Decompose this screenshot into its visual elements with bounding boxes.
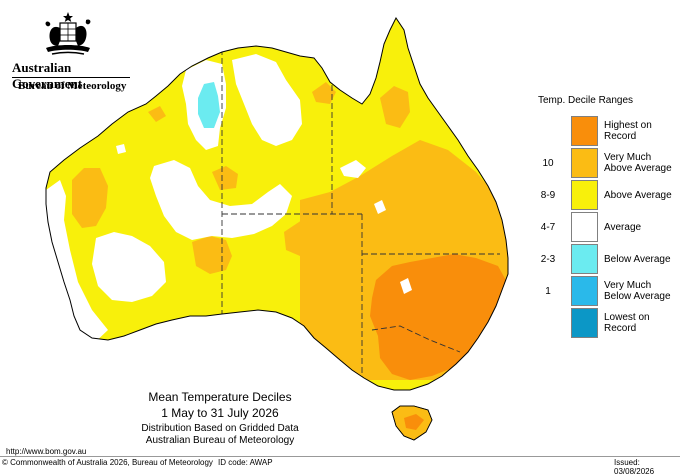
legend-code xyxy=(530,306,566,340)
legend-item-very-much-below: 1 Very Much Below Average xyxy=(530,274,680,308)
legend-label: Highest on Record xyxy=(604,120,652,142)
legend-label: Lowest on Record xyxy=(604,312,650,334)
legend-label: Very Much Above Average xyxy=(604,152,672,174)
legend-item-lowest: Lowest on Record xyxy=(530,306,680,340)
website-url[interactable]: http://www.bom.gov.au xyxy=(6,447,87,456)
legend-label: Below Average xyxy=(604,253,671,265)
footer-divider xyxy=(0,456,680,457)
copyright-text: © Commonwealth of Australia 2026, Bureau… xyxy=(2,458,213,467)
legend-swatch xyxy=(571,148,598,178)
map-source: Australian Bureau of Meteorology xyxy=(145,435,295,446)
legend-title: Temp. Decile Ranges xyxy=(538,95,634,106)
map-title: Mean Temperature Deciles xyxy=(148,390,292,404)
legend-label: Very Much Below Average xyxy=(604,280,671,302)
coat-of-arms-icon xyxy=(45,12,91,55)
legend-swatch xyxy=(571,212,598,242)
legend-item-average: 4-7 Average xyxy=(530,210,680,244)
legend-code: 1 xyxy=(545,285,551,297)
issued-date: Issued: 03/08/2026 xyxy=(614,458,655,476)
legend-code: 4-7 xyxy=(540,221,556,233)
legend-code: 10 xyxy=(542,157,554,169)
legend-item-above: 8-9 Above Average xyxy=(530,178,680,212)
legend-swatch xyxy=(571,116,598,146)
legend-label: Average xyxy=(604,221,642,233)
map-period: 1 May to 31 July 2026 xyxy=(161,406,279,420)
legend-swatch xyxy=(571,276,598,306)
legend-item-very-much-above: 10 Very Much Above Average xyxy=(530,146,680,180)
legend-item-below: 2-3 Below Average xyxy=(530,242,680,276)
legend-code: 2-3 xyxy=(540,253,556,265)
legend-swatch xyxy=(571,308,598,338)
legend-swatch xyxy=(571,180,598,210)
government-name: Australian Government xyxy=(12,60,83,91)
bureau-name: Bureau of Meteorology xyxy=(18,80,127,92)
legend-item-highest: Highest on Record xyxy=(530,114,680,148)
map-note: Distribution Based on Gridded Data xyxy=(141,423,299,434)
legend-label: Above Average xyxy=(604,189,672,201)
header-divider xyxy=(12,77,130,78)
legend-swatch xyxy=(571,244,598,274)
mainland-coastline xyxy=(45,17,509,391)
tasmania xyxy=(391,405,433,441)
legend-code xyxy=(530,114,566,148)
legend-code: 8-9 xyxy=(540,189,556,201)
id-code: ID code: AWAP xyxy=(218,458,273,467)
